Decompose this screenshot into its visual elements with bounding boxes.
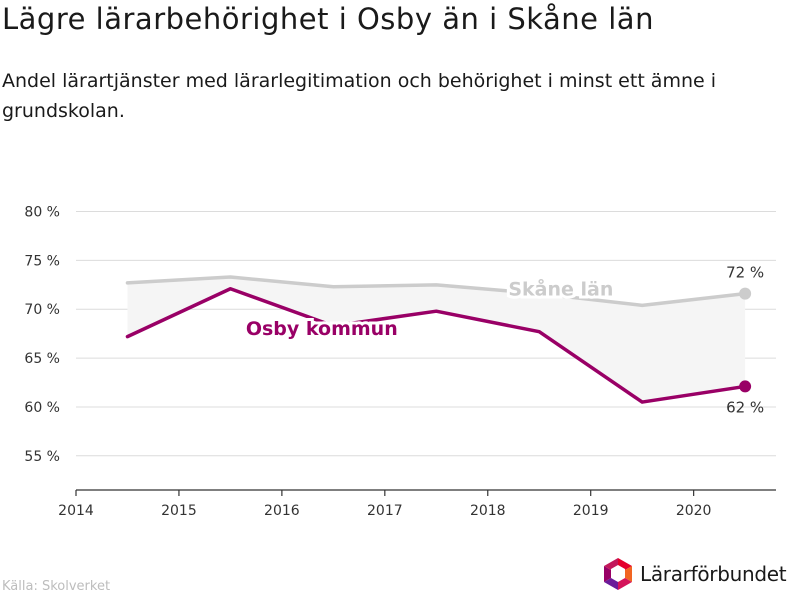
series-name-label: Osby kommun <box>246 318 398 340</box>
brand-logo: Lärarförbundet <box>602 557 787 591</box>
y-tick-label: 55 % <box>24 449 60 465</box>
x-tick-label: 2020 <box>676 503 712 519</box>
series-end-marker <box>739 380 752 393</box>
series-end-label: 62 % <box>726 398 764 416</box>
x-tick-label: 2016 <box>264 503 300 519</box>
x-tick-label: 2017 <box>367 503 403 519</box>
source-note: Källa: Skolverket <box>2 579 111 594</box>
series-line <box>125 275 747 308</box>
x-tick-label: 2014 <box>58 503 94 519</box>
series-name-label: Skåne län <box>508 277 613 301</box>
area-between-series <box>127 277 746 403</box>
y-tick-label: 75 % <box>24 253 60 269</box>
y-tick-label: 80 % <box>24 205 60 221</box>
series-end-marker <box>739 287 752 300</box>
x-tick-label: 2019 <box>573 503 609 519</box>
chart-title: Lägre lärarbehörighet i Osby än i Skåne … <box>2 2 654 36</box>
line-chart: 55 % 60 % 65 % 70 % 75 % 80 % 72 % Skåne län 62 … <box>24 205 776 519</box>
x-tick-label: 2015 <box>161 503 197 519</box>
y-tick-label: 70 % <box>24 302 60 318</box>
y-tick-label: 60 % <box>24 400 60 416</box>
y-tick-label: 65 % <box>24 351 60 367</box>
lararforbundet-logo-icon <box>604 558 632 590</box>
series-line <box>125 286 747 404</box>
chart-subtitle: Andel lärartjänster med lärarlegitimatio… <box>2 70 717 122</box>
x-tick-label: 2018 <box>470 503 506 519</box>
brand-name: Lärarförbundet <box>640 562 787 586</box>
series-end-label: 72 % <box>726 264 764 282</box>
